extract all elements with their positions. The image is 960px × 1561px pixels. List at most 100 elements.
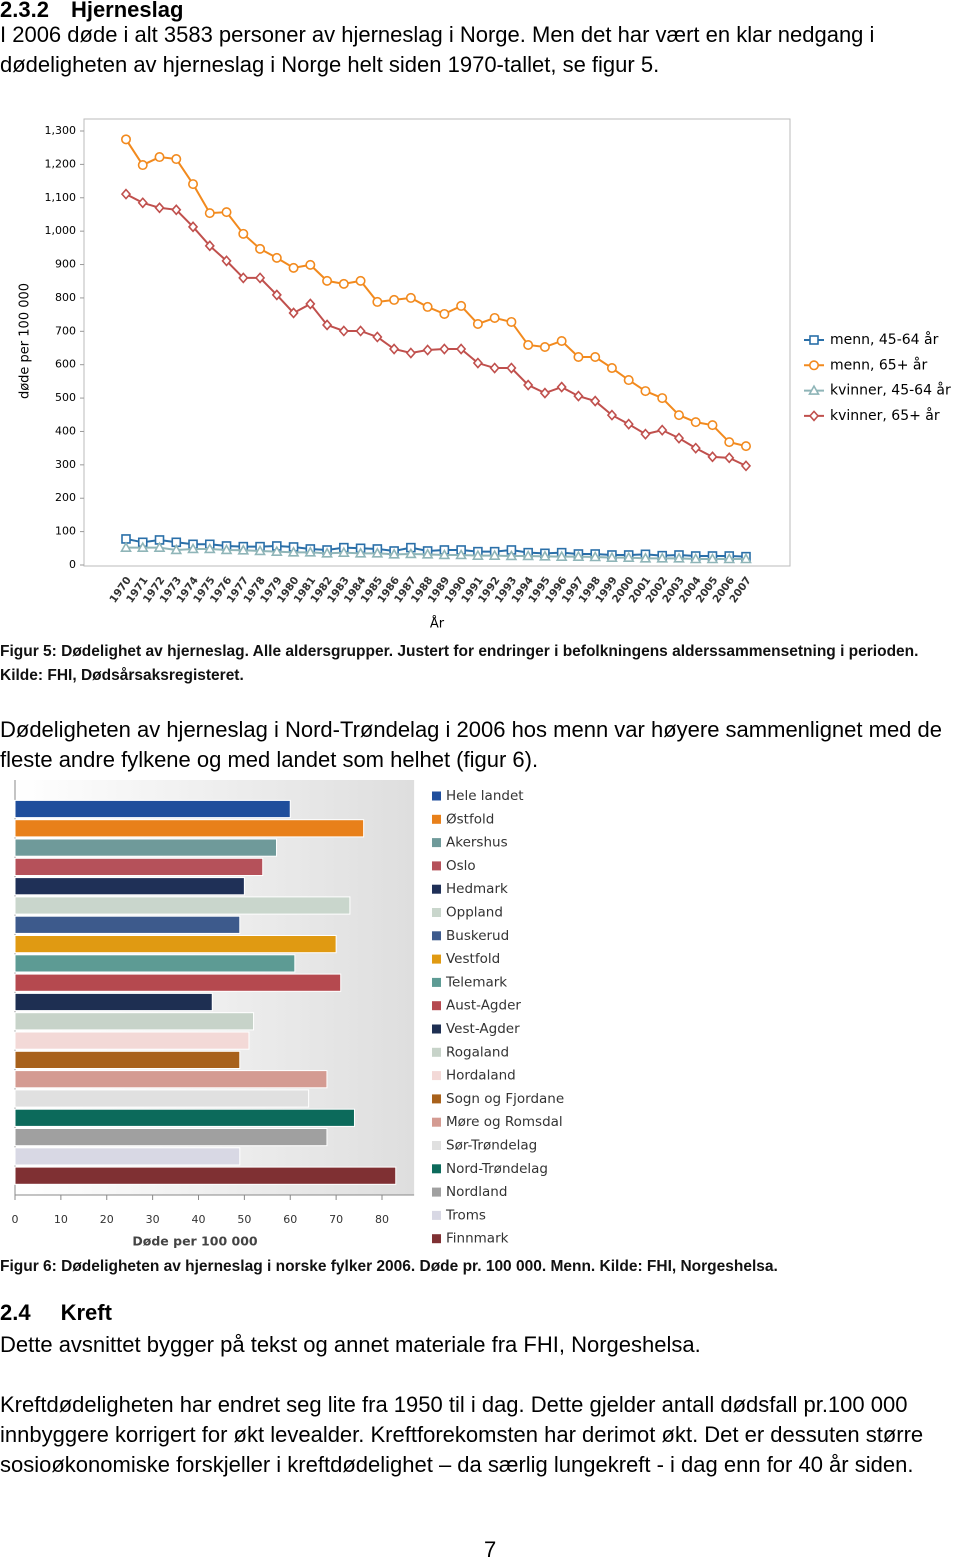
- legend-label: kvinner, 65+ år: [830, 407, 940, 424]
- marker: [639, 552, 652, 563]
- marker: [673, 552, 685, 563]
- legend-swatch: [432, 1210, 441, 1220]
- marker: [656, 552, 669, 563]
- marker: [405, 292, 416, 303]
- marker: [740, 460, 752, 472]
- marker: [136, 541, 149, 552]
- y-tick-label: 1,200: [45, 157, 77, 170]
- bar: [14, 1108, 355, 1127]
- marker: [606, 409, 618, 421]
- marker: [337, 546, 350, 557]
- bar: [14, 857, 264, 876]
- marker: [506, 362, 517, 374]
- paragraph: I 2006 døde i alt 3583 personer av hjern…: [0, 22, 875, 77]
- marker: [657, 424, 668, 436]
- marker: [489, 312, 500, 323]
- marker: [322, 319, 333, 331]
- marker: [237, 544, 250, 555]
- marker: [706, 552, 719, 564]
- legend-swatch: [432, 954, 441, 964]
- y-tick-label: 1,100: [45, 191, 77, 204]
- legend-swatch: [432, 884, 441, 894]
- legend-swatch: [432, 814, 441, 824]
- marker: [456, 300, 467, 311]
- y-axis-label: døde per 100 000: [18, 283, 33, 399]
- y-tick-label: 100: [55, 525, 76, 538]
- y-tick-label: 500: [55, 391, 76, 404]
- marker: [724, 437, 735, 448]
- x-tick-label: 50: [237, 1213, 251, 1226]
- marker: [137, 160, 148, 171]
- legend-swatch: [432, 931, 441, 941]
- section-number: 2.4: [0, 1300, 31, 1325]
- marker: [154, 202, 165, 214]
- marker: [372, 296, 383, 307]
- marker: [523, 339, 534, 350]
- page-number: 7: [484, 1537, 497, 1561]
- marker: [505, 549, 518, 561]
- marker: [203, 542, 216, 554]
- bar: [14, 819, 365, 838]
- marker: [707, 451, 718, 463]
- legend-marker: [808, 360, 819, 371]
- marker: [153, 541, 166, 552]
- legend-label: Oppland: [446, 905, 503, 921]
- marker: [171, 154, 182, 165]
- marker: [589, 550, 602, 562]
- legend-label: Rogaland: [446, 1044, 509, 1060]
- marker: [640, 386, 651, 397]
- marker: [740, 552, 752, 564]
- x-axis-label: År: [430, 616, 445, 632]
- marker: [238, 228, 249, 239]
- marker: [254, 272, 266, 284]
- marker: [590, 395, 601, 407]
- legend-label: Telemark: [445, 974, 507, 990]
- paragraph: Kreftdødeligheten har endret seg lite fr…: [0, 1392, 924, 1477]
- legend-label: Vest-Agder: [446, 1021, 520, 1037]
- paragraph: Dette avsnittet bygger på tekst og annet…: [0, 1332, 701, 1357]
- marker: [623, 418, 634, 430]
- y-tick-label: 600: [55, 358, 76, 371]
- marker: [204, 208, 215, 219]
- legend-label: Nord-Trøndelag: [446, 1161, 548, 1177]
- marker: [573, 390, 584, 402]
- legend-label: menn, 45-64 år: [830, 331, 939, 348]
- marker: [355, 325, 366, 337]
- legend-swatch: [432, 1094, 441, 1104]
- marker: [188, 179, 199, 190]
- marker: [422, 301, 433, 312]
- bar: [14, 1050, 241, 1070]
- marker: [606, 551, 618, 562]
- marker: [187, 542, 199, 554]
- legend-label: menn, 65+ år: [830, 356, 927, 373]
- marker: [204, 240, 215, 252]
- y-tick-label: 1,000: [45, 224, 77, 237]
- legend-label: Nordland: [446, 1184, 507, 1200]
- legend-label: Buskerud: [446, 928, 509, 944]
- marker: [371, 547, 384, 558]
- x-tick-label: 10: [54, 1213, 68, 1226]
- bar: [14, 799, 291, 819]
- bar: [14, 1012, 255, 1031]
- marker: [606, 363, 617, 374]
- marker: [590, 352, 601, 363]
- marker: [622, 551, 635, 562]
- legend-label: Hele landet: [446, 788, 524, 804]
- marker: [657, 393, 668, 404]
- marker: [170, 543, 183, 555]
- marker: [472, 357, 483, 369]
- marker: [690, 442, 701, 454]
- marker: [572, 550, 585, 561]
- y-tick-label: 0: [69, 558, 76, 571]
- y-tick-label: 200: [55, 491, 76, 504]
- marker: [187, 221, 199, 233]
- marker: [539, 550, 551, 561]
- marker: [238, 272, 249, 284]
- marker: [137, 197, 148, 209]
- marker: [121, 134, 132, 145]
- marker: [321, 547, 333, 558]
- legend-swatch: [432, 791, 441, 801]
- marker: [405, 347, 416, 359]
- marker: [305, 259, 316, 270]
